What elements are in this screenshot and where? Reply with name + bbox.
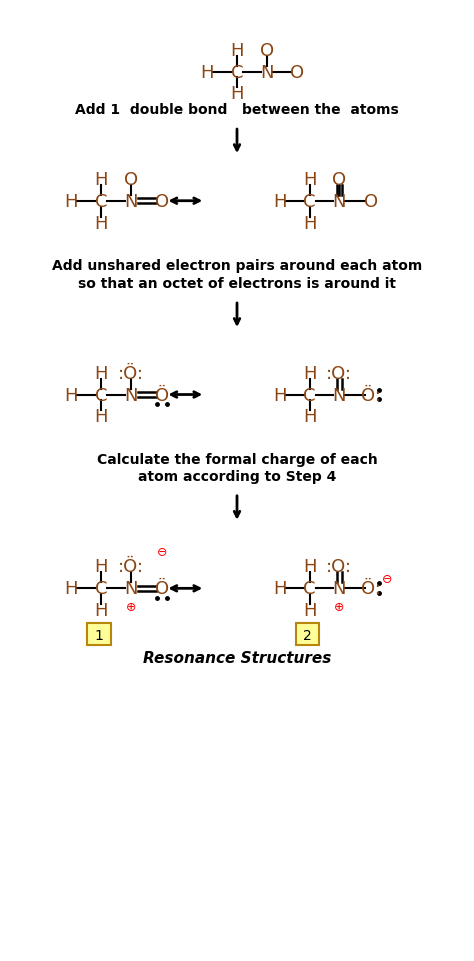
Text: Ö:: Ö: xyxy=(361,386,381,405)
Text: H: H xyxy=(230,86,244,103)
Text: C: C xyxy=(95,579,107,598)
Text: C: C xyxy=(303,579,316,598)
Text: :O:: :O: xyxy=(327,364,352,382)
Text: Ö: Ö xyxy=(155,386,170,405)
Text: so that an octet of electrons is around it: so that an octet of electrons is around … xyxy=(78,277,396,291)
Text: :Ö:: :Ö: xyxy=(118,558,144,576)
Text: :O:: :O: xyxy=(327,558,352,576)
Text: Calculate the formal charge of each: Calculate the formal charge of each xyxy=(97,453,377,467)
Text: N: N xyxy=(333,579,346,598)
Text: H: H xyxy=(94,408,108,426)
Text: H: H xyxy=(94,214,108,233)
Text: H: H xyxy=(303,364,316,382)
Text: Ö: Ö xyxy=(155,579,170,598)
Text: C: C xyxy=(95,386,107,405)
Text: O: O xyxy=(332,171,346,188)
Text: Ö:: Ö: xyxy=(361,579,381,598)
Text: H: H xyxy=(273,386,286,405)
Text: :Ö:: :Ö: xyxy=(118,364,144,382)
Text: Add unshared electron pairs around each atom: Add unshared electron pairs around each … xyxy=(52,259,422,273)
Text: H: H xyxy=(64,192,78,210)
Text: H: H xyxy=(94,364,108,382)
Text: C: C xyxy=(95,192,107,210)
Text: H: H xyxy=(201,63,214,82)
Text: atom according to Step 4: atom according to Step 4 xyxy=(138,470,336,483)
Text: Resonance Structures: Resonance Structures xyxy=(143,651,331,666)
Text: N: N xyxy=(124,192,137,210)
Text: N: N xyxy=(124,386,137,405)
Text: O: O xyxy=(364,192,378,210)
Text: H: H xyxy=(64,386,78,405)
Text: H: H xyxy=(303,408,316,426)
Text: H: H xyxy=(64,579,78,598)
Text: H: H xyxy=(303,602,316,620)
Text: H: H xyxy=(303,214,316,233)
Text: ⊕: ⊕ xyxy=(334,600,345,613)
Text: H: H xyxy=(273,579,286,598)
Text: H: H xyxy=(303,558,316,576)
FancyBboxPatch shape xyxy=(87,624,111,646)
Text: 1: 1 xyxy=(94,628,103,642)
Text: N: N xyxy=(260,63,273,82)
Text: H: H xyxy=(94,602,108,620)
Text: ⊕: ⊕ xyxy=(126,600,136,613)
Text: H: H xyxy=(273,192,286,210)
Text: O: O xyxy=(290,63,304,82)
Text: ⊖: ⊖ xyxy=(157,546,168,558)
Text: N: N xyxy=(124,579,137,598)
Text: ⊖: ⊖ xyxy=(382,573,392,585)
Text: O: O xyxy=(260,41,274,60)
Text: 2: 2 xyxy=(303,628,312,642)
Text: H: H xyxy=(303,171,316,188)
Text: H: H xyxy=(94,558,108,576)
FancyBboxPatch shape xyxy=(296,624,319,646)
Text: O: O xyxy=(155,192,170,210)
Text: H: H xyxy=(94,171,108,188)
Text: C: C xyxy=(303,386,316,405)
Text: N: N xyxy=(333,386,346,405)
Text: H: H xyxy=(230,41,244,60)
Text: O: O xyxy=(124,171,138,188)
Text: C: C xyxy=(231,63,243,82)
Text: Add 1  double bond   between the  atoms: Add 1 double bond between the atoms xyxy=(75,103,399,117)
Text: N: N xyxy=(333,192,346,210)
Text: C: C xyxy=(303,192,316,210)
